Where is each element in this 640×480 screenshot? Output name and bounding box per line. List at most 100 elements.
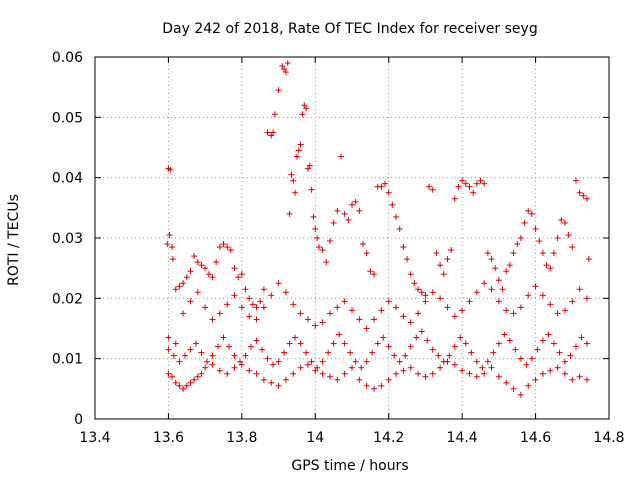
data-point xyxy=(583,295,590,302)
data-point xyxy=(437,295,444,302)
data-point xyxy=(337,153,344,160)
data-point xyxy=(578,334,585,341)
data-point xyxy=(176,283,183,290)
data-point xyxy=(510,310,517,317)
data-point xyxy=(393,370,400,377)
data-point xyxy=(303,105,310,112)
data-point xyxy=(202,304,209,311)
data-point xyxy=(292,189,299,196)
data-point xyxy=(213,259,220,266)
y-tick-label: 0.05 xyxy=(52,110,83,126)
data-point xyxy=(393,304,400,311)
data-point xyxy=(539,292,546,299)
x-tick-label: 13.6 xyxy=(153,430,184,446)
data-point xyxy=(532,376,539,383)
data-point xyxy=(202,364,209,371)
data-point xyxy=(297,141,304,148)
data-point xyxy=(488,286,495,293)
x-tick-label: 14.4 xyxy=(447,430,478,446)
data-point xyxy=(209,274,216,281)
data-point xyxy=(209,316,216,323)
data-point xyxy=(547,265,554,272)
data-point xyxy=(517,304,524,311)
data-point xyxy=(293,153,300,160)
data-point xyxy=(561,370,568,377)
data-point xyxy=(164,241,171,248)
x-tick-label: 14.8 xyxy=(593,430,624,446)
data-point xyxy=(271,111,278,118)
data-point xyxy=(226,343,233,350)
data-point xyxy=(462,340,469,347)
data-point xyxy=(484,250,491,257)
data-point xyxy=(349,307,355,314)
data-point xyxy=(304,165,311,172)
data-point xyxy=(539,370,546,377)
data-point xyxy=(444,358,451,365)
data-point xyxy=(576,373,583,380)
data-point xyxy=(275,358,282,365)
data-point xyxy=(341,298,348,305)
data-point xyxy=(259,346,266,353)
y-tick-label: 0.03 xyxy=(52,231,83,247)
data-point xyxy=(308,358,315,365)
data-point xyxy=(547,301,554,308)
data-point xyxy=(209,361,216,368)
data-point xyxy=(191,376,198,383)
data-point xyxy=(512,346,519,353)
x-tick-label: 14.2 xyxy=(373,430,404,446)
data-point xyxy=(304,316,311,323)
data-point xyxy=(231,292,238,299)
data-point xyxy=(385,376,392,383)
data-point xyxy=(532,283,539,290)
data-point xyxy=(495,277,502,284)
data-point xyxy=(282,376,289,383)
data-point xyxy=(429,289,436,296)
data-point xyxy=(326,238,333,245)
data-point xyxy=(435,352,442,359)
data-point xyxy=(385,189,392,196)
grid-layer xyxy=(95,57,609,419)
data-point xyxy=(319,247,326,254)
data-point xyxy=(183,382,190,389)
data-point xyxy=(167,166,174,173)
data-point xyxy=(275,382,282,389)
data-point xyxy=(558,216,565,223)
data-point xyxy=(429,370,436,377)
data-point xyxy=(166,231,173,238)
data-point xyxy=(290,370,297,377)
data-point xyxy=(334,304,341,311)
data-point xyxy=(576,189,583,196)
data-point xyxy=(235,274,242,281)
data-point xyxy=(319,370,326,377)
data-point xyxy=(172,379,179,386)
data-point xyxy=(165,370,172,377)
points-layer xyxy=(164,60,592,398)
data-point xyxy=(216,367,223,374)
data-point xyxy=(304,361,311,368)
data-point xyxy=(270,361,277,368)
data-point xyxy=(583,376,590,383)
data-point xyxy=(319,358,326,365)
data-point xyxy=(569,244,576,251)
data-point xyxy=(426,183,433,190)
data-point xyxy=(330,219,337,226)
data-point xyxy=(347,349,354,356)
data-point xyxy=(407,319,414,326)
data-point xyxy=(341,340,348,347)
data-point xyxy=(363,382,370,389)
data-point xyxy=(473,180,480,187)
y-tick-label: 0.01 xyxy=(52,352,83,368)
data-point xyxy=(380,334,387,341)
data-point xyxy=(459,307,466,314)
data-point xyxy=(187,268,194,275)
x-tick-label: 13.8 xyxy=(226,430,257,446)
data-point xyxy=(169,256,176,263)
data-point xyxy=(180,310,187,317)
y-tick-label: 0.06 xyxy=(52,50,83,66)
data-point xyxy=(400,244,407,251)
data-point xyxy=(378,183,385,190)
data-point xyxy=(202,265,209,272)
data-point xyxy=(407,364,414,371)
data-point xyxy=(231,265,238,272)
data-point xyxy=(268,132,275,139)
